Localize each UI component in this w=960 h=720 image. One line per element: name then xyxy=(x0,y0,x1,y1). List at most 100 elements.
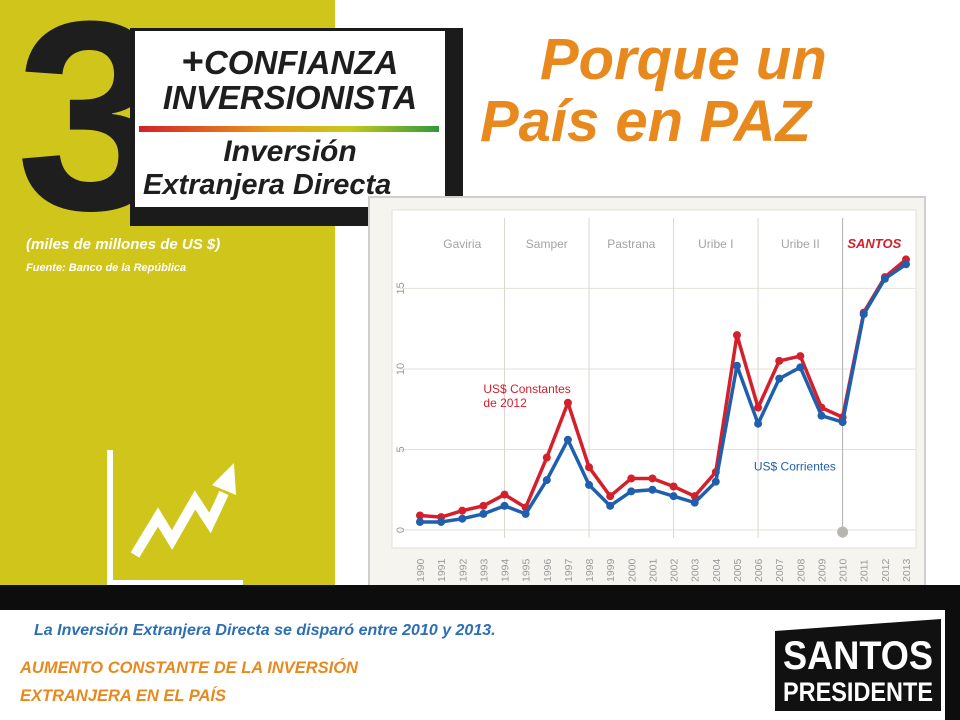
point-constantes xyxy=(775,356,784,365)
bottom-band xyxy=(0,585,960,610)
x-tick-label: 1996 xyxy=(542,558,554,582)
x-tick-label: 1997 xyxy=(563,558,575,582)
point-corrientes xyxy=(606,501,615,510)
point-corrientes xyxy=(437,517,446,526)
point-constantes xyxy=(606,492,615,501)
point-constantes xyxy=(627,474,636,483)
period-label: Uribe I xyxy=(698,237,733,251)
point-corrientes xyxy=(458,514,467,523)
x-tick-label: 2003 xyxy=(690,558,702,582)
x-tick-label: 1998 xyxy=(584,558,596,582)
caption: La Inversión Extranjera Directa se dispa… xyxy=(34,622,496,639)
x-tick-label: 2009 xyxy=(816,558,828,582)
point-corrientes xyxy=(542,476,551,485)
x-tick-label: 2011 xyxy=(859,559,871,582)
title-box: +CONFIANZA INVERSIONISTA Inversión Extra… xyxy=(135,31,445,207)
x-tick-label: 2008 xyxy=(795,558,807,582)
plot-area xyxy=(391,209,917,549)
logo-presidente: PRESIDENTE xyxy=(783,677,933,707)
point-corrientes xyxy=(563,435,572,444)
point-corrientes xyxy=(479,509,488,518)
x-tick-label: 1993 xyxy=(478,558,490,582)
x-tick-label: 2001 xyxy=(647,558,659,582)
point-corrientes xyxy=(732,361,741,370)
x-tick-label: 2012 xyxy=(880,558,892,582)
y-tick-label: 5 xyxy=(395,446,407,452)
tagline-line2: EXTRANJERA EN EL PAÍS xyxy=(20,687,226,705)
point-corrientes xyxy=(838,418,847,427)
point-constantes xyxy=(585,463,594,472)
title-inversionista: INVERSIONISTA xyxy=(162,79,418,116)
series-label-constantes-line2: de 2012 xyxy=(483,396,527,410)
y-tick-label: 0 xyxy=(395,527,407,533)
point-corrientes xyxy=(669,492,678,501)
point-constantes xyxy=(479,501,488,510)
point-constantes xyxy=(416,511,424,520)
right-edge-bar xyxy=(945,610,960,720)
point-constantes xyxy=(500,490,509,499)
growth-arrow-icon xyxy=(107,450,243,586)
point-corrientes xyxy=(416,517,424,526)
point-constantes xyxy=(458,506,467,515)
subtitle-ied: Extranjera Directa xyxy=(143,169,392,201)
point-corrientes xyxy=(521,509,530,518)
plus-sign: + xyxy=(181,41,204,83)
source-label: Fuente: Banco de la República xyxy=(26,262,187,274)
point-corrientes xyxy=(585,480,594,489)
y-tick-label: 15 xyxy=(395,282,407,294)
series-label-corrientes: US$ Corrientes xyxy=(754,459,836,473)
series-label-constantes-line1: US$ Constantes xyxy=(483,382,570,396)
point-constantes xyxy=(754,403,763,412)
subtitle-inversion: Inversión xyxy=(223,135,357,168)
point-corrientes xyxy=(690,498,699,507)
point-corrientes xyxy=(648,485,657,494)
headline-line1: Porque un xyxy=(540,27,827,92)
x-tick-label: 1991 xyxy=(436,558,448,582)
y-tick-label: 10 xyxy=(395,363,407,375)
point-corrientes xyxy=(859,310,868,319)
headline-line2: País en PAZ xyxy=(480,89,811,154)
x-tick-label: 2004 xyxy=(711,558,723,582)
color-stripe xyxy=(139,126,439,132)
point-corrientes xyxy=(754,419,763,428)
x-tick-label: 2000 xyxy=(626,558,638,582)
x-tick-label: 1995 xyxy=(521,558,533,582)
x-tick-label: 2005 xyxy=(732,558,744,582)
point-corrientes xyxy=(817,411,826,420)
chart-frame: 0 5 10 15 Gaviria Samper Pastrana Uribe I Uribe … xyxy=(368,196,926,588)
point-constantes xyxy=(796,352,805,361)
point-constantes xyxy=(563,398,572,407)
period-label: SANTOS xyxy=(847,236,901,251)
period-label: Gaviria xyxy=(443,237,481,251)
tagline-line1: AUMENTO CONSTANTE DE LA INVERSIÓN xyxy=(20,659,358,677)
period-label: Samper xyxy=(526,237,568,251)
point-constantes xyxy=(669,482,678,491)
x-tick-label: 2010 xyxy=(838,558,850,582)
x-tick-label: 2007 xyxy=(774,558,786,582)
santos-presidente-logo: SANTOS PRESIDENTE xyxy=(775,619,941,711)
title-confianza: CONFIANZA xyxy=(203,44,399,81)
period-label: Uribe II xyxy=(781,237,820,251)
x-tick-label: 1992 xyxy=(457,558,469,582)
point-corrientes xyxy=(711,477,720,486)
title-line1: +CONFIANZA xyxy=(135,41,445,84)
point-corrientes xyxy=(902,260,910,269)
point-corrientes xyxy=(880,274,889,283)
x-tick-label: 2006 xyxy=(753,558,765,582)
x-tick-label: 2013 xyxy=(901,558,913,582)
x-tick-label: 1990 xyxy=(415,558,427,582)
point-constantes xyxy=(542,453,551,462)
point-corrientes xyxy=(627,487,636,496)
point-corrientes xyxy=(775,374,784,383)
point-corrientes xyxy=(796,363,805,372)
fdi-line-chart: 0 5 10 15 Gaviria Samper Pastrana Uribe I Uribe … xyxy=(391,209,917,582)
x-tick-label: 1994 xyxy=(500,558,512,582)
point-constantes xyxy=(732,331,741,340)
units-label: (miles de millones de US $) xyxy=(26,236,221,253)
period-marker-dot xyxy=(837,526,849,538)
x-tick-label: 1999 xyxy=(605,558,617,582)
point-corrientes xyxy=(500,501,509,510)
period-label: Pastrana xyxy=(607,237,655,251)
tagline: AUMENTO CONSTANTE DE LA INVERSIÓN EXTRAN… xyxy=(20,654,358,710)
logo-santos: SANTOS xyxy=(783,634,933,678)
